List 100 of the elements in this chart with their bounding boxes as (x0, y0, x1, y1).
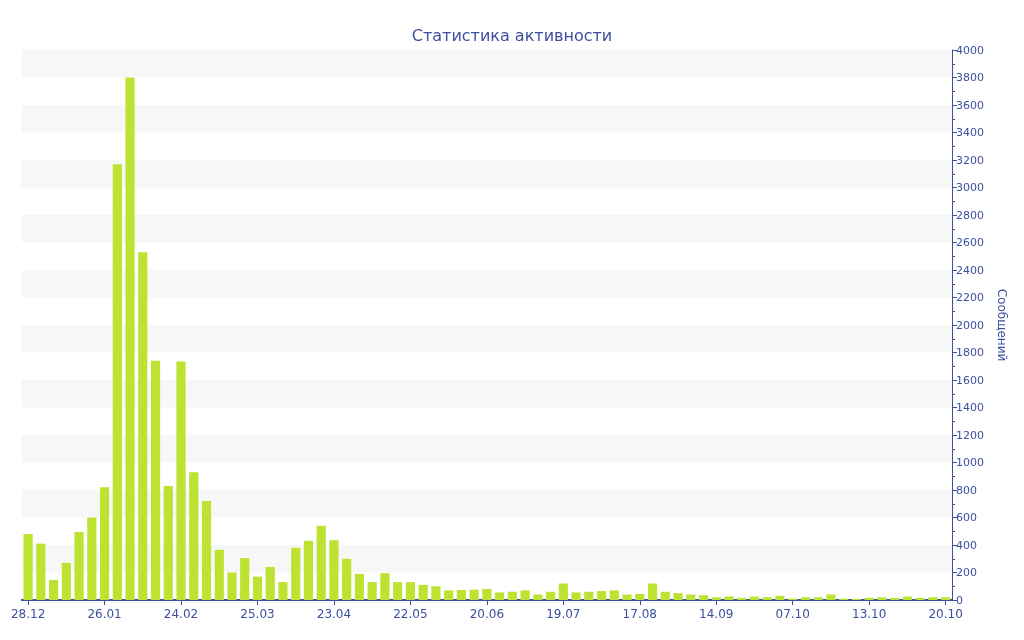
x-tick-label: 07.10 (775, 607, 810, 621)
y-tick-label: 800 (956, 483, 977, 497)
y-tick-label: 3600 (956, 98, 984, 112)
bar (405, 582, 415, 600)
bar (762, 597, 772, 600)
x-tick-label: 22.05 (393, 607, 428, 621)
bar (890, 597, 900, 600)
bar (698, 595, 709, 600)
bar (584, 591, 594, 600)
bar (329, 540, 339, 600)
bar (507, 591, 517, 600)
bar (800, 597, 811, 600)
bar (469, 589, 479, 600)
x-tick-label: 19.07 (546, 607, 581, 621)
x-tick-label: 20.10 (928, 607, 963, 621)
bar (291, 547, 301, 600)
bar (240, 558, 250, 600)
x-tick-label: 13.10 (851, 607, 887, 621)
y-tick-label: 3800 (956, 71, 984, 84)
bar (915, 597, 925, 600)
bar (737, 597, 747, 600)
bar (227, 572, 237, 600)
bar (928, 597, 938, 600)
y-tick-label: 2200 (956, 291, 984, 304)
bar (660, 591, 670, 600)
bar (393, 582, 403, 600)
x-tick-label: 26.01 (87, 607, 122, 621)
y-tick-label: 3000 (956, 181, 984, 194)
y-tick-label: 1000 (956, 456, 984, 469)
bar (941, 597, 951, 600)
bar (711, 597, 721, 600)
bar (380, 573, 390, 600)
bar (74, 531, 84, 600)
bar (775, 595, 785, 600)
bar (533, 594, 543, 600)
bar (163, 485, 173, 600)
bar (647, 583, 658, 600)
bar (813, 597, 823, 600)
y-tick-label: 200 (956, 566, 977, 579)
bar (87, 517, 97, 600)
x-tick-label: 17.08 (622, 607, 657, 621)
y-tick-label: 2800 (956, 208, 984, 222)
bar (189, 472, 199, 600)
bar (354, 573, 365, 600)
y-tick-label: 4000 (956, 43, 984, 57)
chart-title: Статистика активности (411, 25, 613, 45)
bar (545, 591, 556, 600)
y-tick-label: 2400 (956, 263, 984, 277)
y-axis-title: Сообщений (995, 288, 1009, 362)
y-tick-label: 2000 (956, 318, 984, 332)
bar (877, 597, 887, 600)
bar (265, 567, 275, 600)
bar (520, 590, 530, 600)
bar (214, 549, 224, 600)
bar (456, 589, 466, 600)
bar (609, 590, 619, 600)
bar (495, 592, 505, 600)
bar (482, 589, 492, 600)
bar (23, 534, 33, 600)
bar (686, 594, 696, 600)
bar (342, 558, 352, 600)
y-tick-label: 400 (956, 538, 977, 552)
x-tick-label: 14.09 (699, 607, 734, 621)
bar (418, 584, 428, 600)
bar (571, 592, 581, 600)
bar (635, 593, 645, 600)
bar (278, 582, 288, 600)
x-tick-label: 25.03 (240, 607, 275, 621)
bar (864, 597, 874, 600)
bar (673, 593, 683, 600)
x-tick-label: 20.06 (469, 607, 505, 621)
bar (150, 360, 161, 600)
bar (176, 361, 186, 600)
bar (61, 562, 71, 600)
bar (303, 540, 314, 600)
bar (444, 590, 454, 600)
bar (138, 252, 148, 600)
bar (826, 594, 836, 600)
y-tick-label: 0 (956, 593, 963, 607)
bar (49, 580, 59, 600)
y-tick-label: 1200 (956, 428, 984, 442)
x-tick-label: 28.12 (10, 607, 46, 621)
bar (252, 576, 263, 600)
x-tick-label: 24.02 (163, 607, 199, 621)
y-tick-label: 2600 (956, 236, 984, 249)
bar (36, 543, 46, 600)
bar (201, 501, 212, 600)
bar (596, 591, 607, 600)
bar (125, 77, 135, 600)
bar (316, 525, 326, 600)
y-tick-label: 1800 (956, 346, 984, 359)
bar (431, 586, 441, 600)
y-tick-label: 1600 (956, 373, 984, 387)
bar (558, 583, 568, 600)
y-tick-label: 1400 (956, 401, 984, 414)
bar (724, 596, 734, 600)
bar (112, 164, 122, 600)
bar (367, 582, 377, 600)
y-tick-label: 600 (956, 511, 977, 524)
bar (622, 594, 632, 600)
